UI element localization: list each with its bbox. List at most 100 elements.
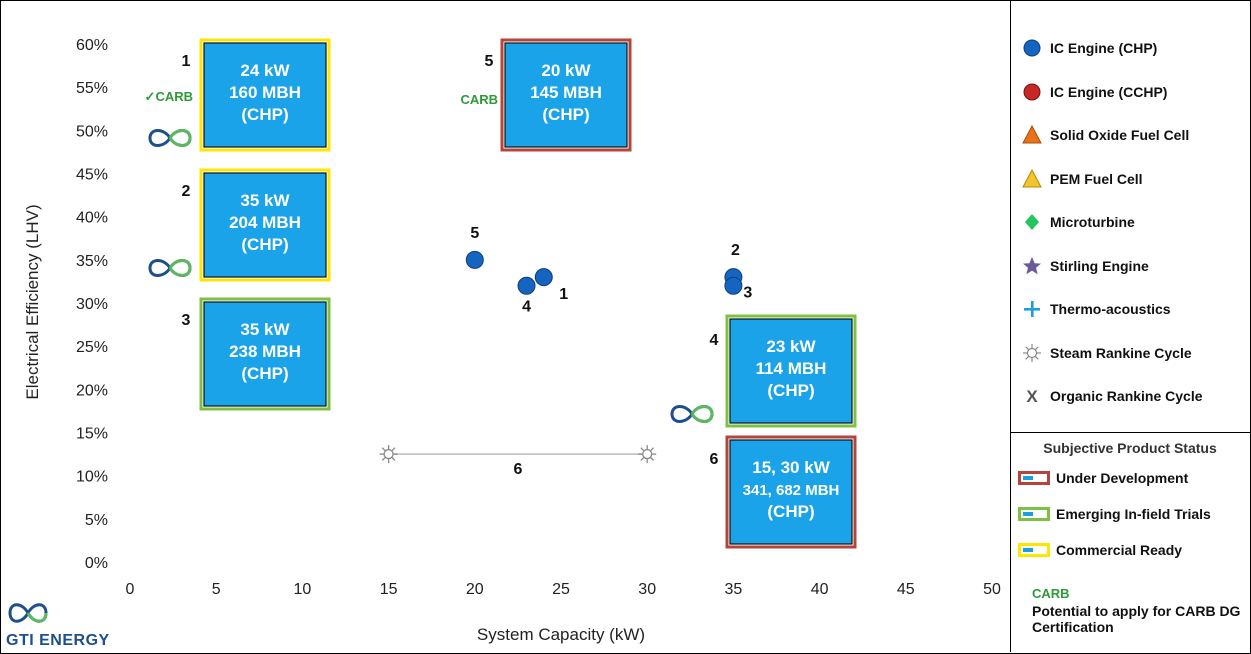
y-tick-label: 5% <box>85 512 108 529</box>
status-label: Under Development <box>1056 470 1189 486</box>
status-divider <box>1010 432 1250 433</box>
box-text-line: (CHP) <box>767 502 814 521</box>
chart-axes: 0% 5% 10% 15% 20% 25% 30% 35% 40% 45% 50% 55% 60% 0 5 1… <box>76 37 1001 598</box>
box-number: 5 <box>485 53 494 70</box>
legend-item: X Organic Rankine Cycle <box>1020 384 1202 408</box>
legend-label: PEM Fuel Cell <box>1050 170 1143 187</box>
x-tick-label: 10 <box>294 581 312 598</box>
point-label: 2 <box>731 242 740 259</box>
x-tick-label: 5 <box>212 581 221 598</box>
box-text-line: (CHP) <box>241 105 288 124</box>
y-tick-label: 20% <box>76 382 108 399</box>
legend-item: Microturbine <box>1020 210 1135 234</box>
box-fill <box>729 318 853 424</box>
box-text-line: (CHP) <box>241 235 288 254</box>
legend-label: Thermo-acoustics <box>1050 301 1171 317</box>
box-fill <box>203 301 327 407</box>
legend-item: Steam Rankine Cycle <box>1020 341 1192 365</box>
x-tick-label: 25 <box>552 581 570 598</box>
point-label: 4 <box>522 299 531 316</box>
box-fill <box>729 439 853 545</box>
x-tick-label: 45 <box>897 581 915 598</box>
box-fill <box>203 42 327 148</box>
y-tick-label: 40% <box>76 210 108 227</box>
chart-marks: 6 1 2 3 4 5 <box>379 225 752 478</box>
status-legend-title: Subjective Product Status <box>1043 440 1217 456</box>
red-circle-icon <box>1020 80 1044 104</box>
legend-divider <box>1010 0 1011 652</box>
gti-logo-icon <box>670 405 714 423</box>
carb-note-tag: CARB <box>1032 586 1070 601</box>
status-label: Emerging In-field Trials <box>1056 506 1211 522</box>
box-text-line: 145 MBH <box>530 83 602 102</box>
ic-engine-point <box>534 268 553 287</box>
legend-label: Stirling Engine <box>1050 257 1149 274</box>
box-text-line: 114 MBH <box>756 359 827 378</box>
steam-rankine-point <box>638 445 657 464</box>
y-tick-label: 25% <box>76 339 108 356</box>
point-label: 1 <box>559 286 568 303</box>
yellow-triangle-icon <box>1020 167 1044 191</box>
box-status-border <box>199 38 331 152</box>
efficiency-scatter-chart: 0% 5% 10% 15% 20% 25% 30% 35% 40% 45% 50% 55% 60% 0 5 1… <box>23 37 1001 644</box>
y-tick-label: 15% <box>76 426 108 443</box>
status-legend-item: Under Development <box>1018 468 1188 488</box>
box-text-line: 23 kW <box>766 337 816 356</box>
box-text-line: 35 kW <box>240 191 290 210</box>
gti-logo-icon <box>148 259 192 277</box>
legend-item: IC Engine (CCHP) <box>1020 80 1167 104</box>
y-tick-label: 0% <box>85 555 108 572</box>
annotation-box: 15, 30 kW 341, 682 MBH (CHP) 6 <box>710 435 857 549</box>
blue-circle-icon <box>1020 36 1044 60</box>
legend-item: PEM Fuel Cell <box>1020 167 1143 191</box>
box-status-border <box>725 314 857 428</box>
steam-rankine-point <box>379 445 398 464</box>
box-number: 2 <box>182 183 191 200</box>
box-text-line: 20 kW <box>541 61 591 80</box>
x-axis-title: System Capacity (kW) <box>477 625 645 644</box>
ic-engine-point <box>724 276 743 295</box>
x-tick-label: 50 <box>983 581 1001 598</box>
point-label: 3 <box>743 285 752 302</box>
y-tick-label: 45% <box>76 167 108 184</box>
status-legend-item: Emerging In-field Trials <box>1018 504 1211 524</box>
point-label: 5 <box>470 225 479 242</box>
annotation-box: 35 kW 204 MBH (CHP) 2 <box>148 168 331 282</box>
svg-text:X: X <box>1026 387 1038 406</box>
gear-sun-icon <box>1020 341 1044 365</box>
x-tick-label: 40 <box>811 581 829 598</box>
box-text-line: 238 MBH <box>229 342 301 361</box>
carb-note-text: Potential to apply for CARB DG Certifica… <box>1032 603 1241 635</box>
x-tick-label: 0 <box>126 581 135 598</box>
legend-item: Stirling Engine <box>1020 254 1149 278</box>
box-text-line: 24 kW <box>240 61 290 80</box>
gti-logo-icon <box>8 603 48 623</box>
status-swatch-icon <box>1018 543 1050 557</box>
legend-item: Thermo-acoustics <box>1020 297 1171 321</box>
box-text-line: (CHP) <box>241 364 288 383</box>
x-tick-label: 35 <box>725 581 743 598</box>
box-text-line: 35 kW <box>240 320 290 339</box>
y-tick-label: 60% <box>76 37 108 54</box>
box-status-border <box>725 435 857 549</box>
legend-item: Solid Oxide Fuel Cell <box>1020 123 1189 147</box>
box-status-border <box>199 168 331 282</box>
annotation-box: 23 kW 114 MBH (CHP) 4 <box>670 314 857 428</box>
box-text-line: (CHP) <box>542 105 589 124</box>
brand-name: GTI ENERGY <box>6 632 110 649</box>
y-tick-label: 35% <box>76 253 108 270</box>
y-tick-label: 10% <box>76 469 108 486</box>
gti-logo-icon <box>148 129 192 147</box>
annotation-box: 20 kW 145 MBH (CHP) 5 CARB <box>460 38 632 152</box>
legend-label: IC Engine (CHP) <box>1050 40 1158 56</box>
status-label: Commercial Ready <box>1056 542 1183 558</box>
status-legend-item: Commercial Ready <box>1018 540 1182 560</box>
box-status-border <box>199 297 331 411</box>
annotation-box: 24 kW 160 MBH (CHP) 1 ✓CARB <box>145 38 331 152</box>
y-axis-title: Electrical Efficiency (LHV) <box>23 204 42 399</box>
annotation-box: 35 kW 238 MBH (CHP) 3 <box>182 297 331 411</box>
status-swatch-icon <box>1018 507 1050 521</box>
x-tick-label: 15 <box>380 581 398 598</box>
status-swatch-icon <box>1018 471 1050 485</box>
orange-triangle-icon <box>1020 123 1044 147</box>
